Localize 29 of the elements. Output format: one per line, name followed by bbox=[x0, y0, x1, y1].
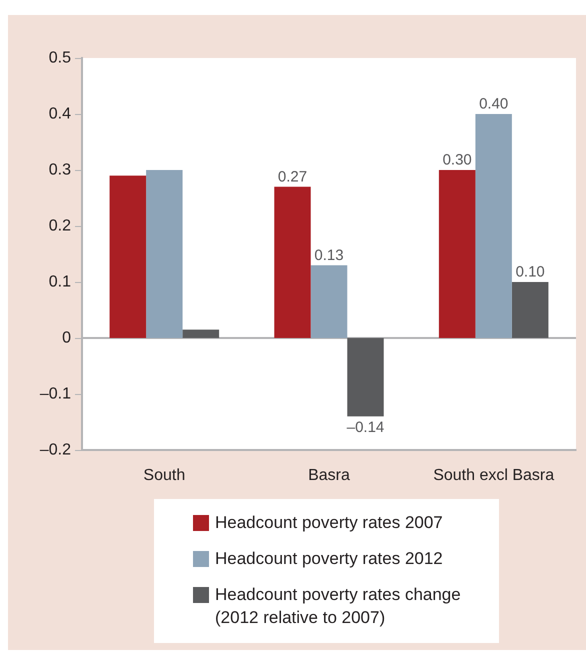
y-tick-label: 0.1 bbox=[48, 273, 72, 290]
bar bbox=[475, 114, 512, 338]
y-tick-label: 0.3 bbox=[48, 161, 72, 178]
bar bbox=[512, 282, 548, 338]
y-tick-label: –0.1 bbox=[40, 385, 72, 402]
legend-label: Headcount poverty rates 2012 bbox=[215, 548, 444, 570]
data-label: 0.40 bbox=[479, 96, 508, 113]
bar bbox=[274, 186, 311, 338]
x-tick-label: South excl Basra bbox=[433, 467, 554, 484]
bar bbox=[310, 265, 348, 338]
legend-label: Headcount poverty rates 2007 bbox=[215, 512, 444, 534]
bar bbox=[438, 170, 476, 338]
bar bbox=[347, 338, 384, 416]
data-label: 0.13 bbox=[314, 246, 344, 264]
y-tick-label: 0.4 bbox=[48, 105, 72, 122]
y-tick-label: –0.2 bbox=[40, 441, 72, 458]
x-tick-label: Basra bbox=[308, 467, 350, 484]
y-tick-label: 0.2 bbox=[48, 217, 72, 234]
bar bbox=[110, 176, 146, 338]
data-label: 0.10 bbox=[516, 264, 545, 281]
data-label: 0.30 bbox=[442, 152, 472, 169]
x-tick-label: South bbox=[143, 467, 186, 484]
data-label: 0.27 bbox=[278, 168, 308, 186]
y-tick-label: 0 bbox=[62, 329, 72, 346]
y-tick-label: 0.5 bbox=[48, 49, 72, 66]
bar bbox=[182, 330, 220, 338]
data-label: –0.14 bbox=[346, 419, 384, 436]
bar bbox=[146, 170, 183, 338]
legend-label: Headcount poverty rates change (2012 relative to 2007) bbox=[215, 584, 462, 629]
